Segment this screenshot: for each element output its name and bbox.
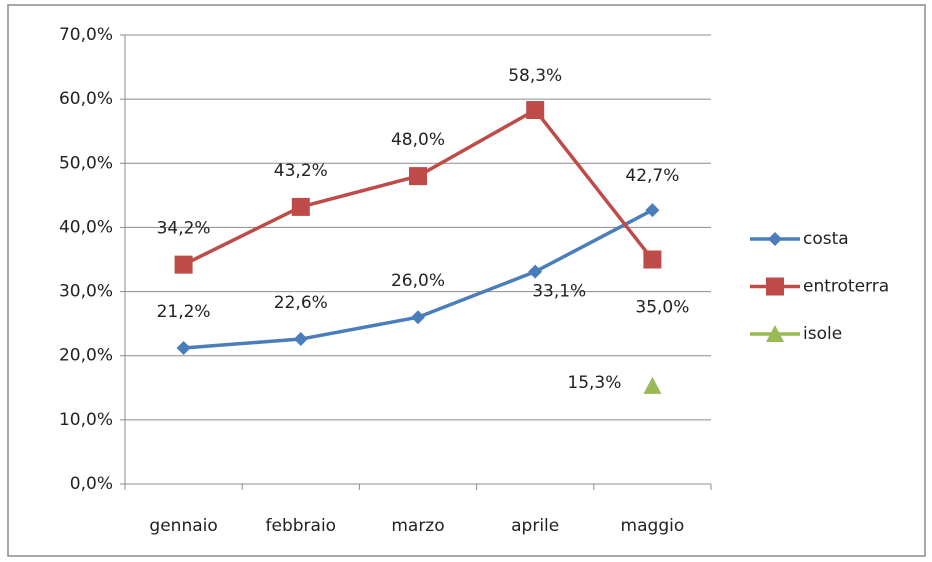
legend-label: costa: [803, 229, 849, 249]
data-label: 22,6%: [274, 293, 328, 313]
y-tick-label: 10,0%: [59, 410, 113, 430]
legend-marker: [768, 232, 782, 246]
data-label: 26,0%: [391, 271, 445, 291]
marker: [176, 341, 191, 356]
data-label: 48,0%: [391, 130, 445, 150]
y-tick-label: 30,0%: [59, 282, 113, 302]
marker: [645, 203, 660, 218]
y-tick-label: 40,0%: [59, 217, 113, 237]
x-tick-label: marzo: [391, 516, 444, 536]
legend-label: isole: [803, 324, 842, 344]
marker: [293, 332, 308, 347]
marker: [643, 376, 662, 394]
y-tick-label: 60,0%: [59, 89, 113, 109]
x-tick-label: febbraio: [266, 516, 337, 536]
x-tick-label: maggio: [621, 516, 685, 536]
marker: [409, 167, 427, 186]
data-label: 43,2%: [274, 161, 328, 181]
marker: [411, 310, 425, 325]
data-label: 35,0%: [635, 298, 689, 318]
data-label: 34,2%: [157, 219, 211, 239]
legend-marker: [766, 277, 784, 296]
data-label: 42,7%: [625, 166, 679, 186]
x-tick-label: aprile: [511, 516, 559, 536]
marker: [528, 264, 543, 279]
data-label: 21,2%: [157, 302, 211, 322]
y-tick-label: 0,0%: [70, 474, 113, 494]
marker: [643, 250, 662, 269]
y-tick-label: 50,0%: [59, 153, 113, 173]
x-tick-label: gennaio: [149, 516, 217, 536]
marker: [526, 101, 545, 120]
chart-frame: [7, 4, 926, 557]
data-label: 33,1%: [532, 282, 586, 302]
legend-marker: [766, 325, 784, 342]
marker: [291, 197, 310, 216]
legend-label: entroterra: [803, 277, 889, 297]
y-tick-label: 20,0%: [59, 346, 113, 366]
marker: [174, 255, 193, 274]
y-tick-label: 70,0%: [59, 25, 113, 45]
data-label: 15,3%: [567, 373, 621, 393]
data-label: 58,3%: [508, 66, 562, 86]
